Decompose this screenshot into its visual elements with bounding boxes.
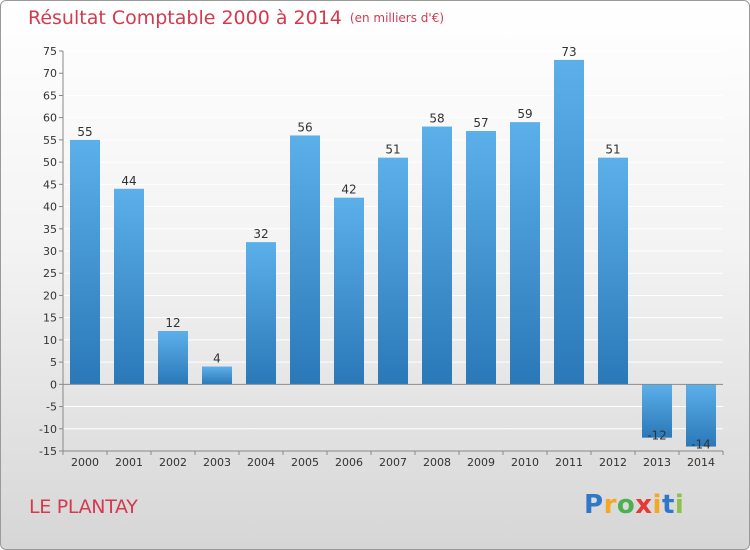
data-label: -12 [647, 429, 667, 443]
data-label: 56 [297, 120, 312, 134]
bar [378, 157, 408, 385]
y-tick-label: 60 [43, 112, 57, 125]
data-label: 73 [561, 45, 576, 59]
data-label: 32 [253, 227, 268, 241]
y-tick-label: 75 [43, 45, 57, 58]
x-tick-label: 2009 [467, 456, 495, 469]
y-tick-label: 50 [43, 156, 57, 169]
x-tick-label: 2002 [159, 456, 187, 469]
bar [686, 384, 716, 447]
bar [510, 122, 540, 385]
data-label: 12 [165, 316, 180, 330]
bar [642, 384, 672, 438]
x-tick-label: 2013 [643, 456, 671, 469]
bar [554, 59, 584, 385]
bar [70, 139, 100, 385]
bar [246, 242, 276, 385]
bar [422, 126, 452, 385]
x-tick-label: 2012 [599, 456, 627, 469]
y-tick-label: 30 [43, 245, 57, 258]
logo-letter: i [652, 490, 662, 520]
y-tick-label: 25 [43, 267, 57, 280]
bar [466, 131, 496, 385]
y-tick-label: 15 [43, 312, 57, 325]
chart-title-block: Résultat Comptable 2000 à 2014 (en millie… [28, 7, 444, 29]
y-tick-label: 55 [43, 134, 57, 147]
x-tick-label: 2003 [203, 456, 231, 469]
bar [334, 197, 364, 385]
y-tick-label: 45 [43, 178, 57, 191]
data-label: 51 [605, 143, 620, 157]
y-tick-label: 70 [43, 67, 57, 80]
x-tick-label: 2000 [71, 456, 99, 469]
y-tick-label: 20 [43, 289, 57, 302]
x-tick-label: 2010 [511, 456, 539, 469]
logo-letter: x [635, 490, 653, 520]
bar [202, 366, 232, 385]
data-label: 42 [341, 183, 356, 197]
commune-name: LE PLANTAY [29, 496, 138, 518]
y-tick-label: 35 [43, 223, 57, 236]
bar [158, 331, 188, 385]
chart-subtitle: (en milliers d'€) [349, 11, 445, 25]
data-label: 57 [473, 116, 488, 130]
data-label: 59 [517, 107, 532, 121]
bar [114, 188, 144, 385]
logo-letter: r [603, 490, 617, 520]
y-tick-label: 5 [50, 356, 57, 369]
x-tick-label: 2008 [423, 456, 451, 469]
y-tick-label: -15 [39, 445, 57, 458]
y-tick-label: -10 [39, 423, 57, 436]
y-tick-label: 40 [43, 201, 57, 214]
bar [598, 157, 628, 385]
logo-letter: i [674, 490, 685, 520]
chart-title: Résultat Comptable 2000 à 2014 [28, 7, 342, 29]
x-tick-label: 2006 [335, 456, 363, 469]
x-tick-label: 2004 [247, 456, 275, 469]
logo-letter: t [661, 490, 675, 520]
x-tick-label: 2001 [115, 456, 143, 469]
data-label: 51 [385, 143, 400, 157]
logo-letter: P [584, 490, 604, 520]
x-tick-label: 2011 [555, 456, 583, 469]
data-label: 44 [121, 174, 136, 188]
data-label: 58 [429, 112, 444, 126]
y-tick-label: -5 [46, 401, 57, 414]
logo-letter: o [616, 490, 636, 520]
y-tick-label: 0 [50, 378, 57, 391]
data-label: 4 [213, 352, 221, 366]
proxiti-logo: Proxiti [584, 490, 684, 520]
x-tick-label: 2014 [687, 456, 715, 469]
data-label: 55 [77, 125, 92, 139]
x-tick-label: 2007 [379, 456, 407, 469]
x-tick-label: 2005 [291, 456, 319, 469]
bar [290, 135, 320, 385]
y-tick-label: 10 [43, 334, 57, 347]
y-tick-label: 65 [43, 89, 57, 102]
data-label: -14 [691, 438, 711, 452]
